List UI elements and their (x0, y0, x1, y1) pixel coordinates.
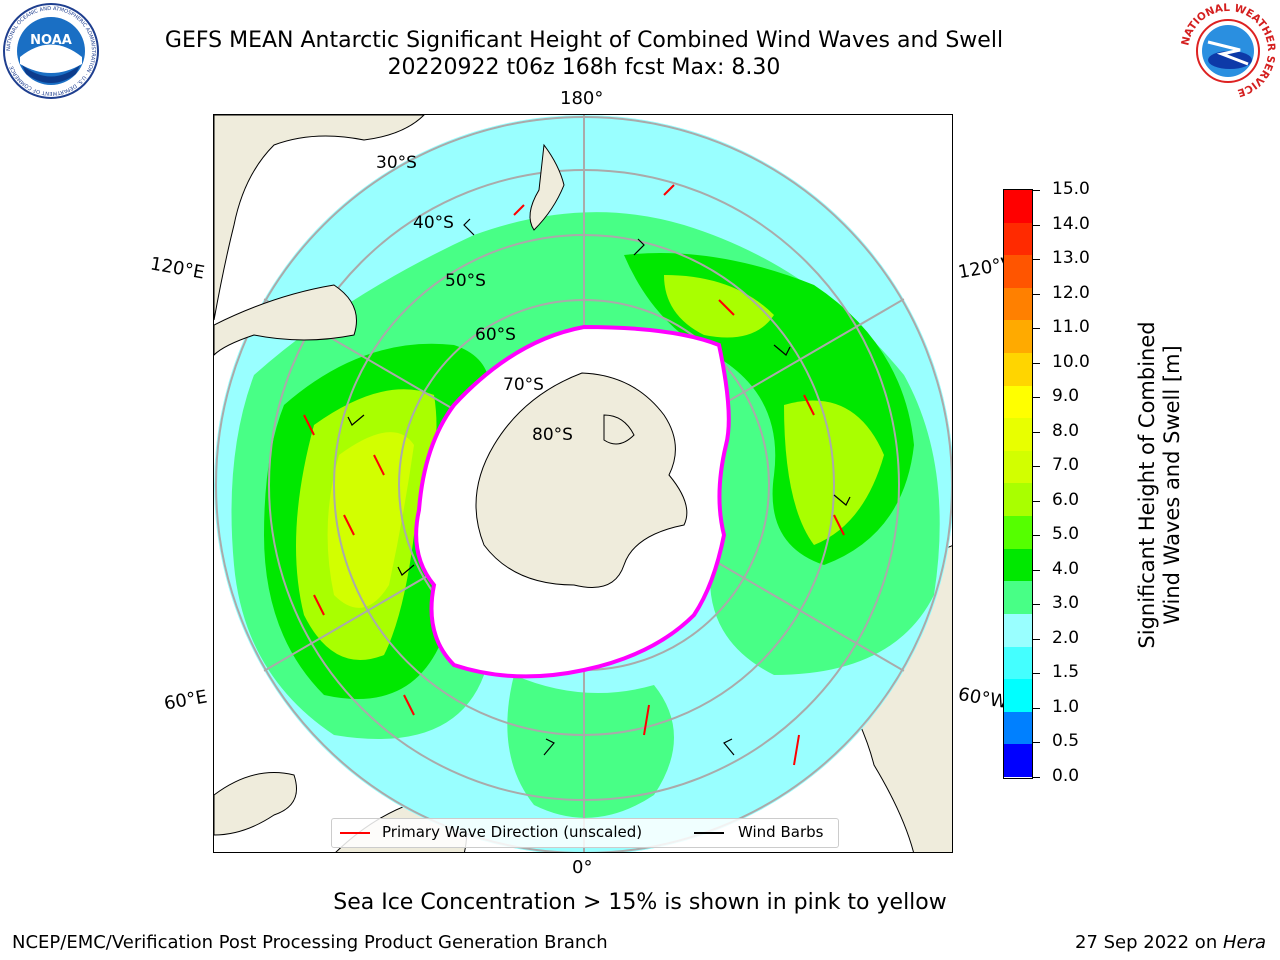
colorbar-segment (1004, 516, 1032, 549)
footer-machine: Hera (1222, 932, 1266, 953)
colorbar-segment (1004, 548, 1032, 582)
colorbar-tick-label: 15.0 (1052, 179, 1090, 199)
lat-label-50s: 50°S (445, 271, 486, 291)
barb-legend-label: Wind Barbs (738, 823, 824, 841)
chart-title-line1: GEFS MEAN Antarctic Significant Height o… (164, 28, 1004, 53)
colorbar-tick-mark (1033, 466, 1040, 468)
polar-map (214, 115, 952, 852)
colorbar-tick-mark (1033, 259, 1040, 261)
colorbar-label: Significant Height of Combined Wind Wave… (1135, 265, 1185, 705)
noaa-logo-text: NOAA (30, 33, 72, 48)
colorbar-tick-label: 1.5 (1052, 662, 1080, 683)
colorbar-segment (1004, 581, 1032, 614)
footer-right: 27 Sep 2022 on Hera (1075, 932, 1266, 953)
colorbar-tick-mark (1033, 777, 1040, 778)
colorbar-tick-mark (1033, 535, 1040, 537)
colorbar-tick-mark (1033, 673, 1040, 675)
colorbar-tick-label: 11.0 (1052, 317, 1090, 338)
map-panel: 30°S 40°S 50°S 60°S 70°S 80°S Primary Wa… (213, 114, 953, 853)
colorbar-tick-mark (1033, 604, 1040, 606)
colorbar-tick-label: 10.0 (1052, 351, 1090, 372)
colorbar-segment (1004, 353, 1032, 386)
map-legend: Primary Wave Direction (unscaled) Wind B… (331, 818, 839, 848)
colorbar-tick-mark (1033, 397, 1040, 399)
colorbar-segment (1004, 711, 1032, 745)
footer-left: NCEP/EMC/Verification Post Processing Pr… (12, 932, 608, 953)
colorbar-segment (1004, 483, 1032, 517)
colorbar-label-line1: Significant Height of Combined (1135, 321, 1159, 649)
footer-date: 27 Sep 2022 on (1075, 932, 1223, 953)
lat-label-80s: 80°S (532, 425, 573, 445)
colorbar-tick-label: 2.0 (1052, 627, 1080, 648)
colorbar-tick-label: 3.0 (1052, 593, 1080, 614)
colorbar-segment (1004, 450, 1032, 484)
colorbar-label-line2: Wind Waves and Swell [m] (1160, 345, 1184, 625)
colorbar-segment (1004, 222, 1032, 256)
wind-barbs (347, 218, 851, 756)
colorbar-segment (1004, 418, 1032, 451)
sea-ice-note: Sea Ice Concentration > 15% is shown in … (333, 890, 947, 915)
colorbar-segment (1004, 190, 1032, 223)
colorbar-tick-label: 4.0 (1052, 558, 1080, 579)
colorbar-segment (1004, 320, 1032, 354)
colorbar-tick-label: 5.0 (1052, 524, 1080, 545)
colorbar-tick-mark (1033, 362, 1040, 364)
nws-logo: NATIONAL WEATHER SERVICE (1178, 2, 1278, 100)
colorbar-tick-mark (1033, 638, 1040, 640)
lon-label-lower-left: 60°E (162, 686, 209, 715)
lat-label-30s: 30°S (376, 153, 417, 173)
noaa-logo: NOAA NATIONAL OCEANIC AND ATMOSPHERIC AD… (2, 2, 100, 100)
colorbar-tick-label: 7.0 (1052, 455, 1080, 476)
colorbar-segment (1004, 255, 1032, 288)
colorbar-tick-label: 12.0 (1052, 282, 1090, 303)
colorbar-tick-mark (1033, 707, 1040, 709)
lon-label-bottom: 0° (572, 857, 593, 878)
colorbar-tick-mark (1033, 328, 1040, 330)
wave-legend-line (340, 832, 370, 834)
lon-label-top: 180° (560, 88, 604, 109)
colorbar-tick-mark (1033, 742, 1040, 744)
colorbar-tick-label: 0.0 (1052, 766, 1080, 786)
colorbar-tick-label: 6.0 (1052, 489, 1080, 510)
colorbar-tick-mark (1033, 500, 1040, 502)
lon-label-lower-right: 60°W (956, 683, 1010, 714)
colorbar-tick-mark (1033, 431, 1040, 433)
colorbar-tick-label: 1.0 (1052, 696, 1080, 717)
colorbar-segment (1004, 287, 1032, 321)
colorbar-segment (1004, 385, 1032, 419)
lat-label-40s: 40°S (413, 213, 454, 233)
colorbar-segment (1004, 744, 1032, 777)
colorbar-segment (1004, 646, 1032, 680)
colorbar-tick-label: 13.0 (1052, 248, 1090, 269)
wave-legend-label: Primary Wave Direction (unscaled) (382, 823, 643, 841)
lat-label-70s: 70°S (503, 375, 544, 395)
colorbar-tick-mark (1033, 569, 1040, 571)
chart-title-line2: 20220922 t06z 168h fcst Max: 8.30 (387, 55, 781, 80)
wave-direction-arrows (303, 184, 845, 766)
lat-label-60s: 60°S (475, 325, 516, 345)
colorbar-tick-label: 8.0 (1052, 420, 1080, 441)
colorbar-tick-label: 9.0 (1052, 386, 1080, 407)
colorbar-tick-label: 0.5 (1052, 731, 1080, 752)
colorbar (1003, 189, 1033, 779)
colorbar-tick-label: 14.0 (1052, 213, 1090, 234)
colorbar-tick-mark (1033, 293, 1040, 295)
colorbar-tick-mark (1033, 224, 1040, 226)
lon-label-upper-left: 120°E (148, 253, 207, 284)
colorbar-segment (1004, 679, 1032, 712)
colorbar-segment (1004, 613, 1032, 647)
colorbar-tick-mark (1033, 190, 1040, 191)
barb-legend-line (694, 832, 724, 834)
